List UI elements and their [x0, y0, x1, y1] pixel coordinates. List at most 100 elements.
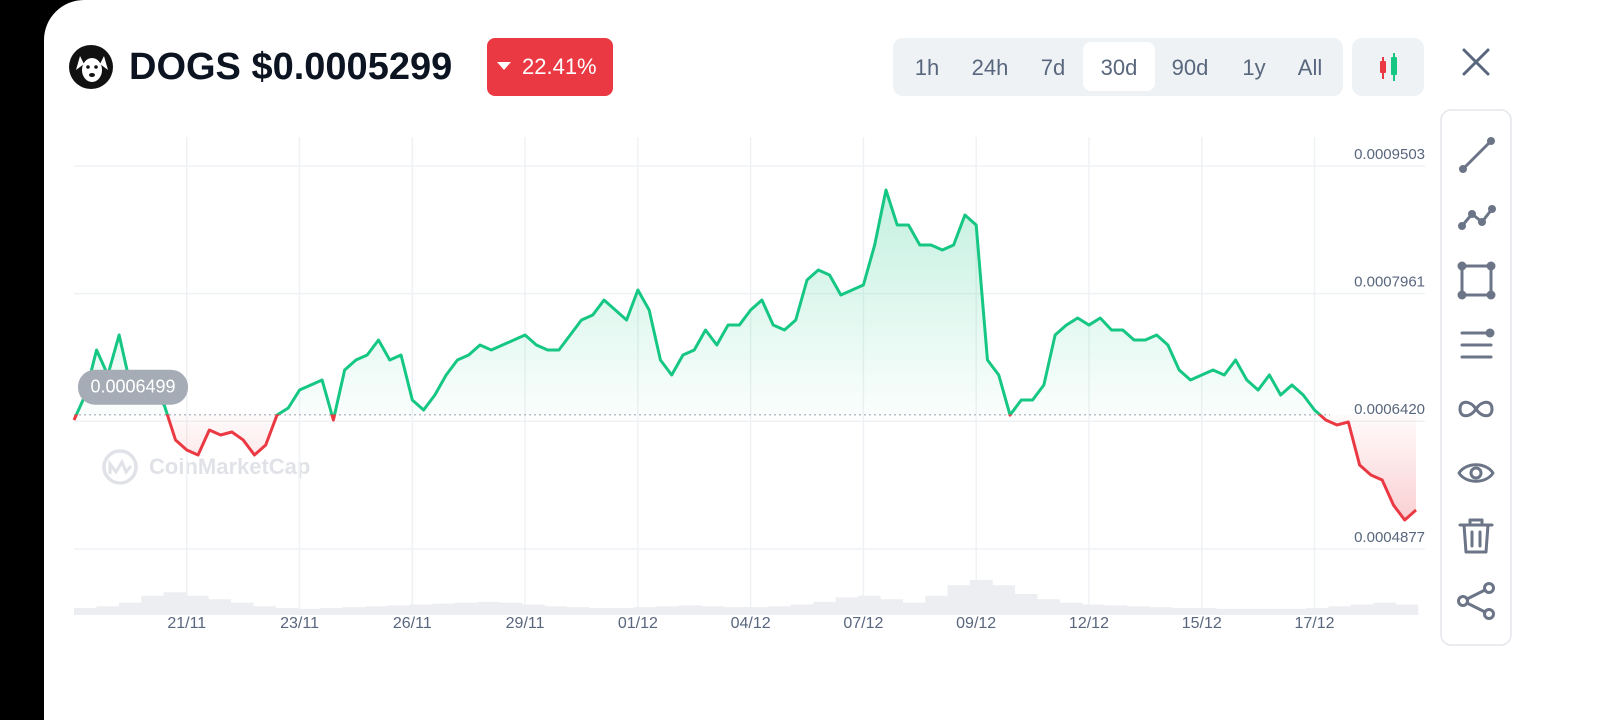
volume-bar [432, 603, 456, 615]
volume-bar [1328, 606, 1352, 615]
x-tick-label: 09/12 [956, 615, 996, 632]
change-value: 22.41% [522, 54, 597, 79]
watermark: CoinMarketCap [102, 449, 310, 485]
watermark-text: CoinMarketCap [149, 454, 310, 479]
volume-bar [768, 606, 792, 615]
volume-bar [522, 604, 545, 615]
volume-bar [1126, 606, 1150, 615]
volume-bar [275, 608, 299, 615]
price-chart: 0.0004877 0.0006420 0.0007961 0.0009503 0.00… [72, 137, 1425, 632]
down-arrow [497, 62, 511, 70]
range-button[interactable]: 7d [1041, 55, 1065, 80]
volume-bar [992, 585, 1016, 615]
volume-bar [118, 602, 142, 615]
range-label: 7d [1041, 55, 1065, 80]
drawing-toolbar [1440, 109, 1512, 646]
volume-bar [925, 595, 948, 615]
volume-bar [746, 607, 769, 615]
volume-bar [499, 602, 523, 615]
volume-bar [298, 608, 321, 615]
volume-bar [566, 607, 590, 615]
volume-bar [611, 608, 635, 615]
x-tick-label: 26/11 [393, 615, 432, 632]
token-title: DOGS $0.0005299 [129, 46, 452, 88]
tool-trend[interactable] [1458, 205, 1496, 230]
volume-bar [634, 607, 657, 615]
volume-bar [410, 604, 433, 615]
range-button[interactable]: 1y [1242, 55, 1265, 80]
range-button[interactable]: 24h [972, 55, 1009, 80]
volume-bar [701, 606, 724, 615]
volume-bar [320, 608, 344, 615]
tool-delete[interactable] [1458, 518, 1494, 554]
x-tick-label: 15/12 [1182, 615, 1222, 632]
close-button[interactable] [1462, 48, 1490, 76]
tool-fib[interactable] [1460, 328, 1495, 359]
volume-bar [477, 601, 500, 615]
range-button[interactable]: 1h [915, 55, 939, 80]
volume-bar [141, 595, 164, 615]
volume-bar [1082, 604, 1105, 615]
volume-bar [1216, 608, 1240, 615]
tool-line[interactable] [1459, 137, 1495, 173]
volume-bar [656, 606, 680, 615]
x-tick-label: 04/12 [731, 615, 771, 632]
volume-bar [74, 608, 97, 615]
range-active-bg [1083, 42, 1155, 91]
volume-bar [835, 597, 859, 615]
range-buttons: 1h 24h 7d 30d 90d 1y All [915, 42, 1322, 91]
range-label: 1y [1242, 55, 1265, 80]
volume-bar [858, 595, 881, 615]
volume-bar [589, 608, 612, 615]
tool-rectangle[interactable] [1457, 261, 1496, 300]
chart-type-button[interactable] [1352, 38, 1424, 96]
baseline-label: 0.0006499 [90, 376, 175, 396]
volume-bar [1059, 602, 1083, 615]
volume-bar [186, 595, 209, 615]
volume-bar [678, 605, 702, 615]
volume-bar [342, 607, 366, 615]
y-tick-label: 0.0007961 [1354, 274, 1425, 291]
volume-bar [790, 604, 814, 615]
volume-bar [1373, 602, 1396, 615]
price-area [74, 190, 1416, 521]
tool-share[interactable] [1457, 582, 1495, 620]
change-badge [487, 38, 613, 96]
x-tick-label: 29/11 [506, 615, 545, 632]
price-line [72, 188, 1417, 522]
y-tick-label: 0.0004877 [1354, 529, 1425, 546]
y-tick-label: 0.0006420 [1354, 401, 1425, 418]
range-button[interactable]: 90d [1172, 55, 1209, 80]
volume-bar [947, 585, 971, 615]
tool-visibility[interactable] [1457, 463, 1495, 483]
volume-bar [723, 607, 747, 615]
range-label: 90d [1172, 55, 1209, 80]
volume-bar [208, 599, 232, 615]
volume-bar [1350, 604, 1374, 615]
volume-bar [1261, 608, 1284, 615]
volume-bar [1238, 608, 1262, 615]
volume-bar [365, 606, 388, 615]
range-label: 1h [915, 55, 939, 80]
range-button[interactable]: All [1298, 55, 1322, 80]
token-icon [69, 45, 113, 89]
volume-bar [96, 606, 120, 615]
volume-bar [454, 602, 478, 615]
range-button[interactable]: 30d [1083, 42, 1155, 91]
volume-bar [1306, 608, 1329, 615]
volume-bar [387, 605, 411, 615]
volume-bar [1014, 594, 1038, 615]
x-tick-label: 17/12 [1294, 615, 1334, 632]
volume-bar [1149, 607, 1172, 615]
volume-bar [163, 592, 187, 615]
tool-infinite[interactable] [1458, 400, 1494, 418]
x-tick-label: 23/11 [280, 615, 319, 632]
volume-bar [230, 602, 254, 615]
volume-bar [880, 599, 904, 615]
volume-bar [1171, 608, 1195, 615]
range-label: 30d [1101, 55, 1138, 80]
volume-bar [1395, 604, 1419, 615]
volume-bar [1283, 608, 1307, 615]
